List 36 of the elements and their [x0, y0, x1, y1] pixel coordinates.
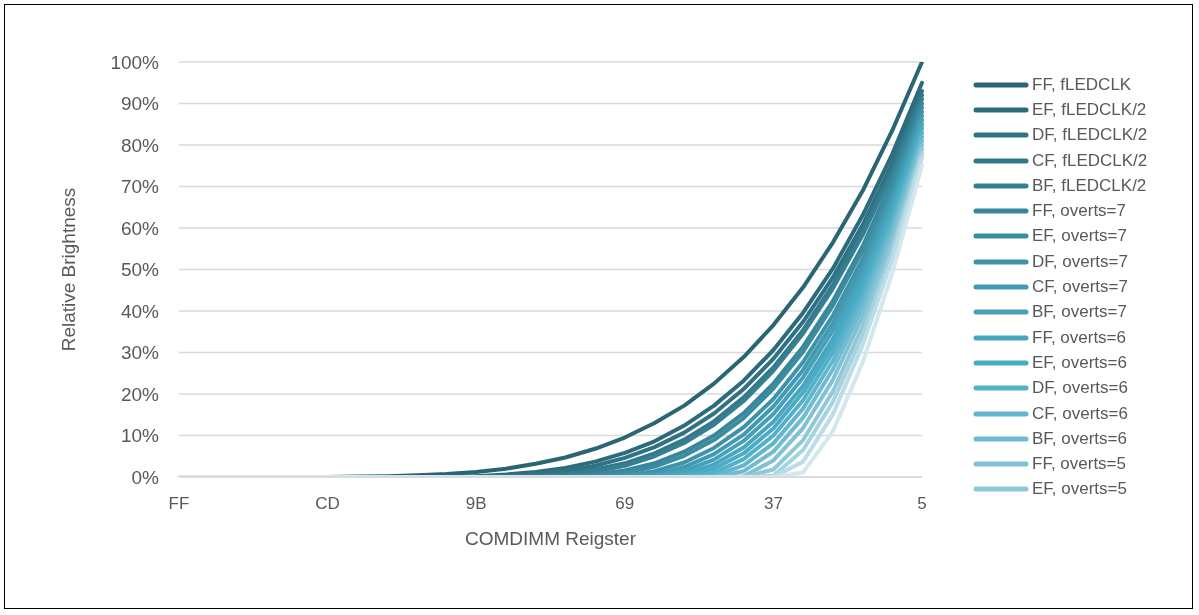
y-tick-label: 10% — [120, 425, 160, 447]
y-tick-label: 0% — [131, 466, 160, 488]
y-tick-label: 80% — [120, 134, 160, 156]
x-axis-title: COMDIMM Reigster — [464, 528, 637, 549]
x-tick-label: 5 — [917, 494, 927, 514]
y-tick-label: 30% — [120, 342, 160, 364]
legend-label: EF, overts=7 — [1032, 226, 1127, 247]
legend-label: DF, fLEDCLK/2 — [1032, 125, 1148, 146]
legend-label: CF, overts=6 — [1032, 403, 1128, 424]
legend-label: FF, overts=7 — [1032, 201, 1127, 222]
y-tick-label: 60% — [120, 217, 160, 239]
legend-label: BF, overts=6 — [1032, 428, 1127, 449]
x-tick-label: 69 — [615, 494, 635, 514]
legend-label: EF, overts=6 — [1032, 352, 1127, 373]
legend-label: BF, overts=7 — [1032, 302, 1127, 323]
legend-label: FF, overts=6 — [1032, 327, 1127, 348]
legend-label: EF, fLEDCLK/2 — [1032, 99, 1147, 120]
x-tick-label: 9B — [465, 494, 487, 514]
legend-label: FF, overts=5 — [1032, 454, 1127, 475]
legend-label: FF, fLEDCLK — [1032, 74, 1132, 95]
legend-label: EF, overts=5 — [1032, 479, 1127, 500]
legend-label: DF, overts=6 — [1032, 378, 1128, 399]
y-axis-title: Relative Brightness — [57, 187, 79, 352]
y-tick-label: 90% — [120, 93, 160, 115]
x-tick-label: CD — [315, 494, 340, 514]
y-tick-label: 100% — [110, 51, 160, 73]
legend-label: CF, overts=7 — [1032, 277, 1128, 298]
y-tick-label: 20% — [120, 383, 160, 405]
legend-label: CF, fLEDCLK/2 — [1032, 150, 1148, 171]
y-tick-label: 40% — [120, 300, 160, 322]
legend-label: DF, overts=7 — [1032, 251, 1128, 272]
y-tick-label: 50% — [120, 259, 160, 281]
x-tick-label: 37 — [763, 494, 783, 514]
legend-label: BF, fLEDCLK/2 — [1032, 175, 1147, 196]
y-tick-label: 70% — [120, 176, 160, 198]
x-tick-label: FF — [168, 494, 190, 514]
